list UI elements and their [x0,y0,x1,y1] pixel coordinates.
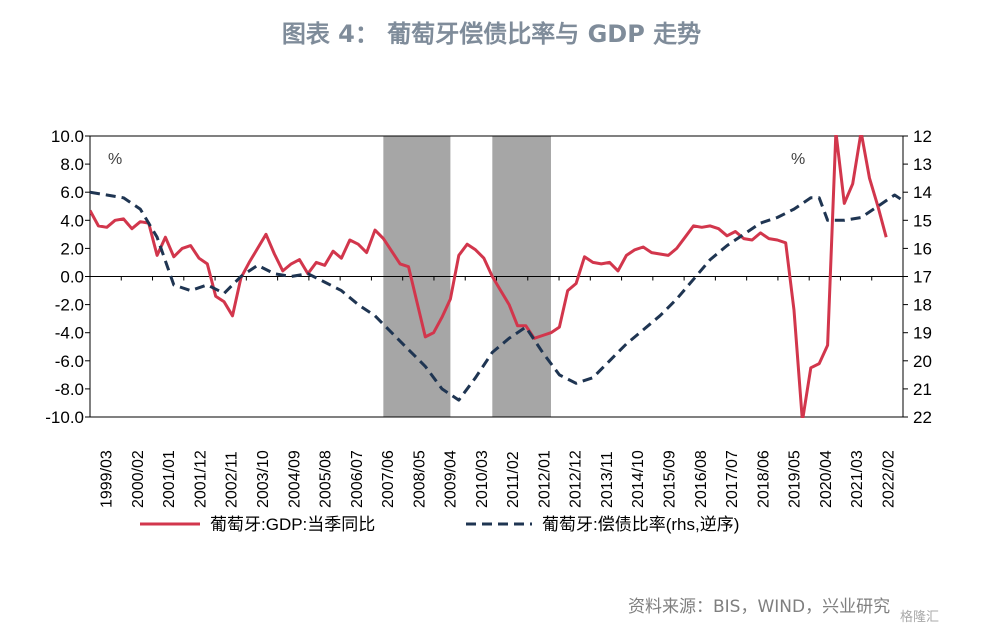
source-note: 资料来源：BIS，WIND，兴业研究 [628,597,891,617]
x-tick-label: 2016/08 [693,450,710,508]
y-right-tick-label: 20 [913,352,932,371]
y-right-tick-label: 18 [913,296,932,315]
legend-label-gdp: 葡萄牙:GDP:当季同比 [210,515,375,534]
x-tick-label: 2012/12 [568,450,585,508]
x-tick-label: 2009/04 [443,450,460,508]
x-tick-label: 2002/11 [224,451,241,508]
y-left-tick-label: 10.0 [51,127,84,146]
y-right-tick-label: 13 [913,155,932,174]
x-tick-label: 2015/09 [661,450,678,508]
y-left-tick-label: 2.0 [60,239,84,258]
x-tick-label: 2008/05 [411,450,428,508]
x-tick-label: 2001/01 [161,450,178,508]
y-right-tick-label: 21 [913,380,932,399]
x-tick-label: 2012/01 [536,450,553,508]
x-tick-label: 2010/03 [474,450,491,508]
y-right-tick-label: 14 [913,183,932,202]
y-right-tick-label: 19 [913,324,932,343]
y-left-tick-label: 8.0 [60,155,84,174]
x-tick-label: 2006/07 [349,450,366,508]
y-left-tick-label: -2.0 [55,296,84,315]
right-unit-label: % [791,151,805,168]
x-tick-label: 2000/02 [130,450,147,508]
y-left-tick-label: -8.0 [55,380,84,399]
x-tick-label: 2018/06 [755,450,772,508]
y-right-tick-label: 16 [913,239,932,258]
x-tick-label: 2017/07 [724,450,741,508]
y-left-tick-label: 4.0 [60,211,84,230]
legend-label-dsr: 葡萄牙:偿债比率(rhs,逆序) [542,515,739,534]
x-tick-label: 2020/04 [818,450,835,508]
y-right-tick-label: 12 [913,127,932,146]
x-tick-label: 2022/02 [880,450,897,508]
x-tick-label: 2011/02 [505,451,522,508]
x-tick-label: 1999/03 [99,450,116,508]
y-right-tick-label: 17 [913,268,932,287]
x-tick-label: 2001/12 [192,450,209,508]
y-left-tick-label: 0.0 [60,268,84,287]
x-tick-label: 2019/05 [787,450,804,508]
x-tick-label: 2003/10 [255,450,272,508]
dsr-series-line [90,190,903,402]
y-left-tick-label: -10.0 [45,408,84,427]
y-right-tick-label: 15 [913,211,932,230]
y-left-tick-label: 6.0 [60,183,84,202]
chart-title: 图表 4： 葡萄牙偿债比率与 GDP 走势 [281,20,702,48]
x-tick-label: 2005/08 [318,450,335,508]
y-left-tick-label: -4.0 [55,324,84,343]
y-right-tick-label: 22 [913,408,932,427]
x-tick-label: 2004/09 [286,450,303,508]
x-tick-label: 2021/03 [849,450,866,508]
y-left-tick-label: -6.0 [55,352,84,371]
x-tick-label: 2014/10 [630,450,647,508]
x-tick-label: 2013/11 [599,451,616,508]
left-unit-label: % [108,151,122,168]
gdp-series-line [90,135,888,418]
x-tick-label: 2007/06 [380,450,397,508]
watermark-text: 格隆汇 [900,610,940,625]
